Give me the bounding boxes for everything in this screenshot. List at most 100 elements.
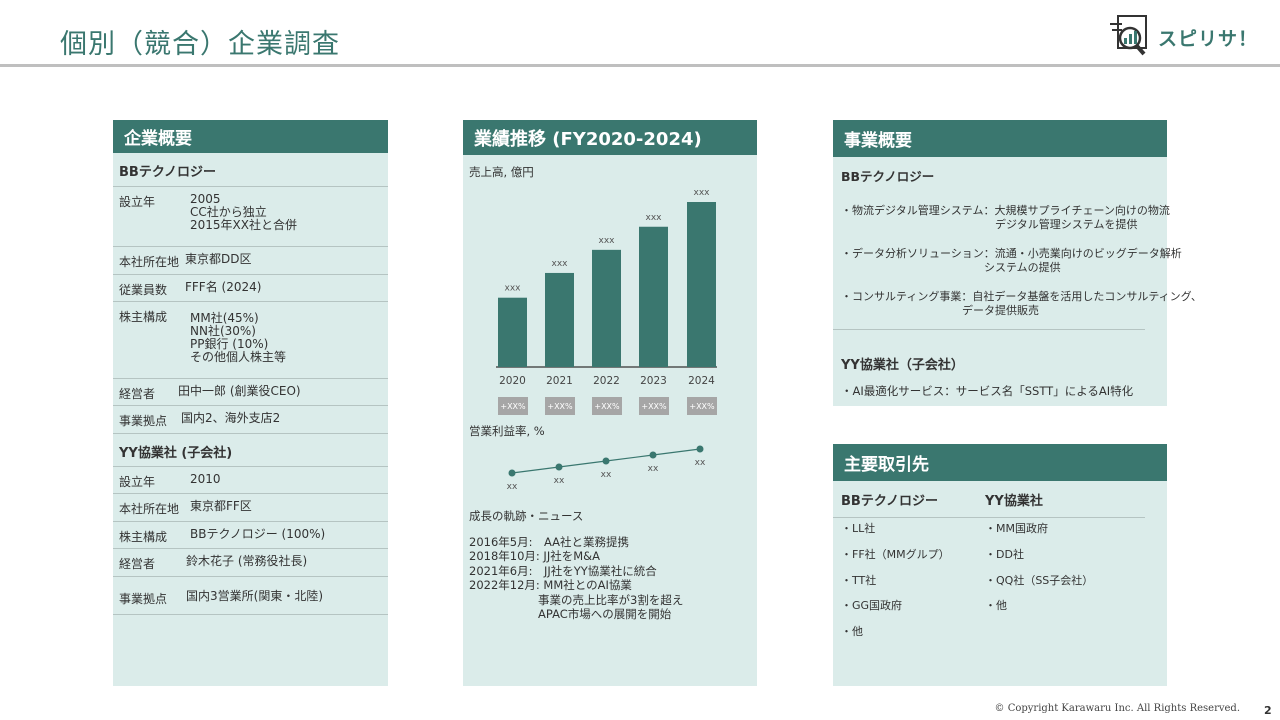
news-item: 事業の売上比率が3割を超え [469, 592, 684, 607]
growth-box [498, 397, 528, 415]
sales-label: 売上高, 億円 [469, 165, 534, 179]
business-item: ・コンサルティング事業：自社データ基盤を活用したコンサルティング、 データ提供販… [841, 290, 1202, 317]
margin-data-label: xx [507, 482, 518, 492]
margin-label: 営業利益率, % [469, 424, 545, 438]
growth-label: +XX% [547, 402, 573, 411]
sales-bar [592, 249, 621, 367]
row-key: 経営者 [119, 387, 156, 401]
yy-info-row: 設立年 2010 [113, 467, 388, 494]
yy-business-name: YY協業社（子会社） [841, 358, 964, 373]
business-overview-panel: 事業概要 BBテクノロジー ・物流デジタル管理システム：大規模サプライチェーン向… [833, 120, 1202, 406]
clients-yy-name: YY協業社 [985, 494, 1043, 509]
row-key: 株主構成 [119, 530, 168, 544]
clients-bb-name: BBテクノロジー [841, 494, 939, 509]
row-value: 国内2、海外支店2 [181, 411, 281, 425]
page-number: 2 [1264, 704, 1272, 717]
copyright: © Copyright Karawaru Inc. All Rights Res… [994, 703, 1240, 714]
growth-box [592, 397, 622, 415]
row-value: 2010 [190, 472, 221, 486]
bb-info-row: 本社所在地 東京都DD区 [113, 247, 388, 275]
row-key: 株主構成 [119, 310, 168, 324]
yy-business-item: ・AI最適化サービス：サービス名「SSTT」によるAI特化 [841, 384, 1134, 398]
row-value: MM社(45%) NN社(30%) PP銀行 (10%) その他個人株主等 [190, 311, 287, 364]
row-key: 設立年 [119, 195, 156, 209]
company-overview-header: 企業概要 [113, 120, 388, 153]
client-item: ・QQ社（SS子会社） [985, 573, 1094, 587]
clients-header: 主要取引先 [833, 444, 1167, 481]
performance-header: 業績推移 (FY2020-2024) [463, 120, 757, 155]
client-item: ・LL社 [841, 522, 876, 535]
margin-data-label: xx [695, 458, 706, 468]
bar-data-label: xxx [599, 236, 616, 246]
business-overview-header: 事業概要 [833, 120, 1167, 157]
margin-data-label: xx [648, 464, 659, 474]
growth-box [687, 397, 717, 415]
year-tick-label: 2022 [593, 375, 620, 387]
row-key: 本社所在地 [119, 502, 180, 516]
margin-point [602, 457, 610, 465]
row-key: 設立年 [119, 475, 156, 489]
bb-name-row: BBテクノロジー [113, 153, 388, 187]
row-key: 本社所在地 [119, 255, 180, 269]
logo-text: スピリサ！ [1158, 28, 1259, 50]
yy-info-row: 事業拠点 国内3営業所(関東・北陸) [113, 577, 388, 615]
page-title: 個別（競合）企業調査 [60, 29, 340, 60]
row-key: 経営者 [119, 557, 156, 571]
growth-label: +XX% [689, 402, 715, 411]
bb-info-row: 従業員数 FFF名 (2024) [113, 275, 388, 302]
yy-info-row: 株主構成 BBテクノロジー (100%) [113, 522, 388, 549]
bb-name: BBテクノロジー [119, 165, 217, 180]
bb-info-row: 経営者 田中一郎 (創業役CEO) [113, 379, 388, 406]
news-label: 成長の軌跡・ニュース [469, 509, 584, 523]
bb-business-name: BBテクノロジー [841, 169, 935, 184]
sales-chart: xxx 2020 +XX% xxx 2021 +XX% xxx 2022 +XX% xxx 2023… [496, 188, 717, 492]
bar-data-label: xxx [552, 259, 569, 269]
row-key: 従業員数 [119, 283, 168, 297]
row-value: 鈴木花子 (常務役社長) [186, 554, 308, 568]
margin-point [696, 445, 704, 453]
divider [833, 329, 1145, 330]
client-item: ・MM国政府 [985, 522, 1048, 535]
client-item: ・FF社（MMグルプ） [841, 547, 950, 561]
sales-bar [687, 202, 716, 367]
bb-info-row: 設立年 2005 CC社から独立 2015年XX社と合併 [113, 187, 388, 247]
row-value: 東京都FF区 [190, 499, 252, 513]
sales-bar [498, 297, 527, 367]
business-item: ・データ分析ソリューション：流通・小売業向けのビッグデータ解析 システムの提供 [841, 247, 1182, 274]
client-item: ・GG国政府 [841, 599, 903, 613]
news-item: APAC市場への展開を開始 [469, 607, 672, 622]
margin-point [555, 463, 563, 471]
margin-point [649, 451, 657, 459]
row-key: 事業拠点 [119, 414, 168, 428]
bar-data-label: xxx [505, 284, 522, 294]
row-value: BBテクノロジー (100%) [190, 527, 326, 541]
margin-data-label: xx [554, 476, 565, 486]
client-item: ・他 [985, 599, 1007, 613]
row-value: 東京都DD区 [185, 252, 252, 266]
bar-data-label: xxx [646, 213, 663, 223]
growth-label: +XX% [500, 402, 526, 411]
news-item: 2022年12月: MM社とのAI協業 [469, 578, 632, 593]
client-item: ・TT社 [841, 573, 877, 587]
client-item: ・DD社 [985, 547, 1024, 561]
growth-label: +XX% [641, 402, 667, 411]
row-value: 田中一郎 (創業役CEO) [178, 384, 301, 398]
margin-point [508, 469, 516, 477]
row-value: 2005 CC社から独立 2015年XX社と合併 [190, 192, 297, 232]
client-item: ・他 [841, 625, 863, 639]
news-item: 2016年5月: AA社と業務提携 [469, 535, 630, 549]
sales-bar [639, 226, 668, 367]
news-item: 2021年6月: JJ社をYY協業社に統合 [469, 563, 657, 578]
row-key: 事業拠点 [119, 592, 168, 606]
yy-name-row: YY協業社 (子会社) [113, 434, 388, 467]
yy-info-row: 経営者 鈴木花子 (常務役社長) [113, 549, 388, 577]
news-list: 2016年5月: AA社と業務提携 2018年10月: JJ社をM&A 2021年6… [469, 535, 683, 621]
divider [833, 517, 1145, 518]
company-overview-panel: 企業概要 BBテクノロジー 設立年 2005 CC社から独立 2015年XX社と合… [113, 120, 388, 686]
year-tick-label: 2023 [640, 375, 667, 387]
growth-label: +XX% [594, 402, 620, 411]
margin-data-label: xx [601, 470, 612, 480]
yy-name: YY協業社 (子会社) [119, 446, 233, 461]
growth-box [639, 397, 669, 415]
clients-panel: 主要取引先 BBテクノロジー YY協業社 ・LL社・FF社（MMグルプ） ・TT社… [833, 444, 1167, 686]
